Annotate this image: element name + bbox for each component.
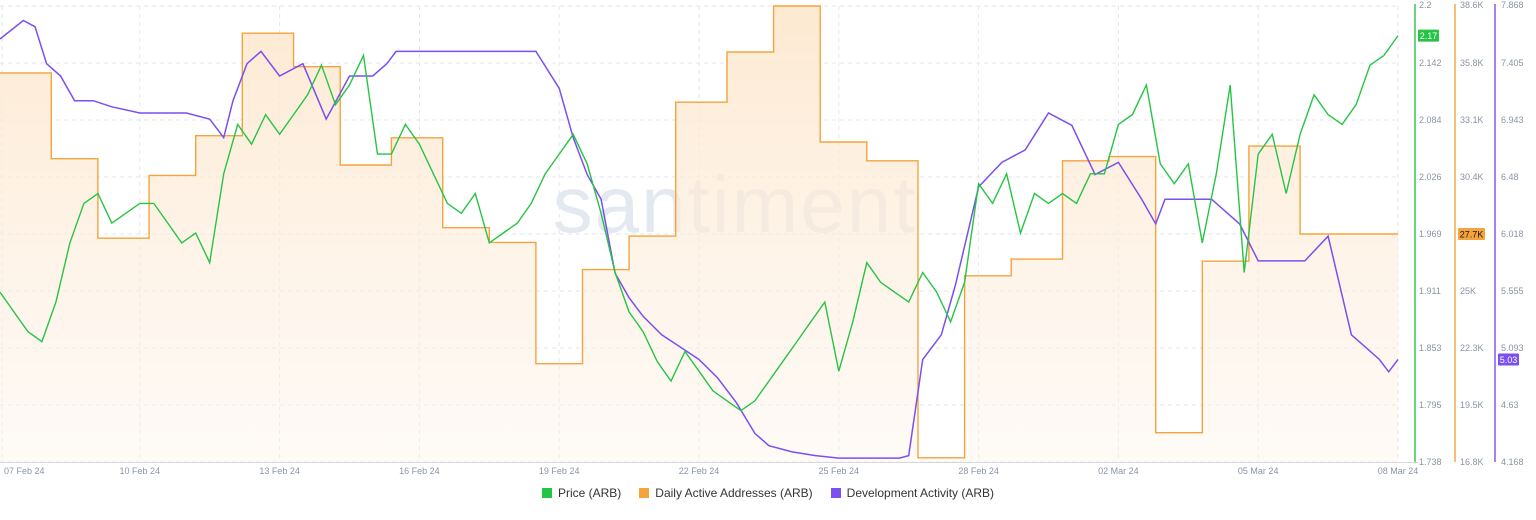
y-tick-label-price: 1.853 <box>1419 343 1442 353</box>
x-tick-label: 25 Feb 24 <box>819 466 860 476</box>
legend-item-dev[interactable]: Development Activity (ARB) <box>830 486 995 500</box>
x-tick-label: 10 Feb 24 <box>120 466 161 476</box>
legend-swatch-dev <box>830 488 841 498</box>
value-badge-price <box>1418 29 1439 42</box>
y-tick-label-daa: 16.8K <box>1460 457 1484 467</box>
series-area-daily-active-addresses <box>0 6 1398 462</box>
y-tick-label-dev: 6.018 <box>1501 229 1524 239</box>
y-tick-label-price: 2.026 <box>1419 172 1442 182</box>
legend-label-price: Price (ARB) <box>557 486 622 500</box>
y-tick-label-price: 1.969 <box>1419 229 1442 239</box>
legend-label-dev: Development Activity (ARB) <box>846 486 995 500</box>
legend-swatch-price <box>541 488 552 498</box>
legend-item-price[interactable]: Price (ARB) <box>541 486 622 500</box>
axes-layer: 2.2 2.142 2.084 2.026 1.969 1.911 1.853 1.795 1.… <box>1414 0 1524 467</box>
series-line-daily-active-addresses <box>0 5 1398 459</box>
series-line-price <box>0 35 1399 412</box>
legend: Price (ARB) Daily Active Addresses (ARB)… <box>0 486 1536 500</box>
y-tick-label-price: 2.142 <box>1419 58 1442 68</box>
x-tick-label: 07 Feb 24 <box>4 466 45 476</box>
y-tick-label-daa: 22.3K <box>1460 343 1484 353</box>
x-tick-label: 02 Mar 24 <box>1098 466 1139 476</box>
legend-swatch-daa <box>639 488 650 498</box>
y-tick-label-daa: 19.5K <box>1460 400 1484 410</box>
y-tick-label-dev: 6.48 <box>1501 172 1519 182</box>
x-tick-label: 19 Feb 24 <box>539 466 580 476</box>
y-tick-label-price: 2.084 <box>1419 115 1442 125</box>
value-badge-label-dev: 5.03 <box>1500 355 1518 365</box>
x-tick-label: 13 Feb 24 <box>259 466 300 476</box>
y-tick-label-daa: 30.4K <box>1460 172 1484 182</box>
y-tick-label-daa: 38.6K <box>1460 0 1484 10</box>
y-tick-label-dev: 5.555 <box>1501 286 1524 296</box>
y-tick-label-dev: 5.093 <box>1501 343 1524 353</box>
value-badge-label-daa: 27.7K <box>1460 230 1484 240</box>
y-tick-label-price: 1.911 <box>1419 286 1441 296</box>
y-tick-label-daa: 33.1K <box>1460 115 1484 125</box>
value-badge-dev <box>1498 353 1519 366</box>
y-tick-label-daa: 25K <box>1460 286 1476 296</box>
value-badge-label-price: 2.17 <box>1420 31 1438 41</box>
y-tick-label-dev: 4.63 <box>1501 400 1519 410</box>
x-tick-label: 08 Mar 24 <box>1378 466 1419 476</box>
x-tick-label: 16 Feb 24 <box>399 466 440 476</box>
y-tick-label-dev: 7.405 <box>1501 58 1524 68</box>
series-layer <box>0 5 1399 462</box>
y-tick-label-dev: 7.868 <box>1501 0 1524 10</box>
series-line-development-activity <box>0 19 1399 459</box>
x-axis: 07 Feb 24 10 Feb 24 13 Feb 24 16 Feb 24 19 F… <box>0 462 1419 476</box>
y-tick-label-daa: 35.8K <box>1460 58 1484 68</box>
legend-item-daa[interactable]: Daily Active Addresses (ARB) <box>639 486 813 500</box>
chart-svg: santiment 2.22.1422.0842.0261.9691.9111.… <box>0 0 1524 476</box>
x-tick-label: 22 Feb 24 <box>679 466 720 476</box>
y-tick-label-dev: 4.168 <box>1501 457 1524 467</box>
y-tick-label-price: 2.2 <box>1419 0 1432 10</box>
legend-label-daa: Daily Active Addresses (ARB) <box>655 486 813 500</box>
x-tick-label: 05 Mar 24 <box>1238 466 1279 476</box>
y-tick-label-price: 1.795 <box>1419 400 1442 410</box>
y-tick-label-price: 1.738 <box>1419 457 1442 467</box>
x-tick-label: 28 Feb 24 <box>958 466 999 476</box>
value-badge-daa <box>1458 228 1485 240</box>
y-tick-label-dev: 6.943 <box>1501 115 1524 125</box>
